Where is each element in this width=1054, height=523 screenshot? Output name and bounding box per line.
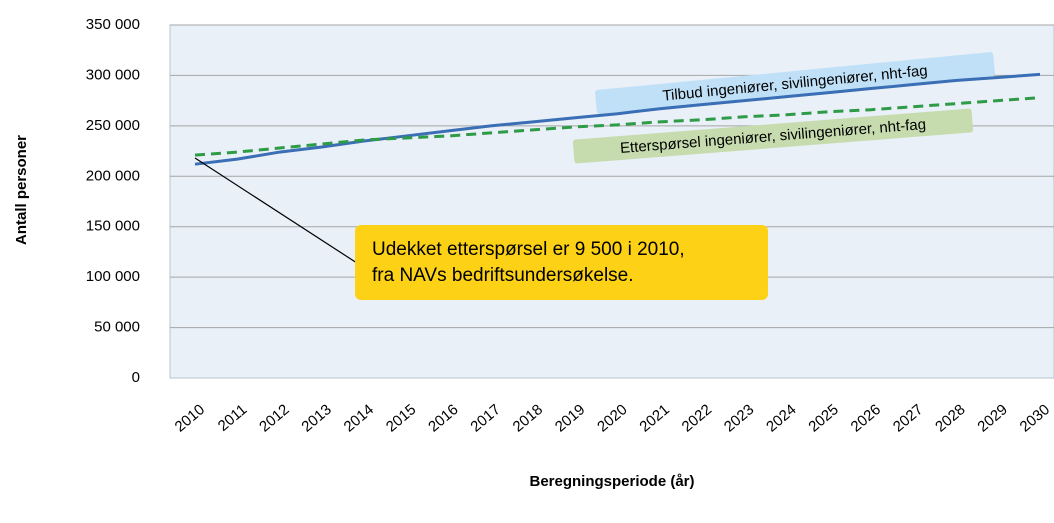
x-tick-label: 2029 xyxy=(974,401,1010,435)
x-tick-label: 2025 xyxy=(805,401,841,435)
x-tick-label: 2019 xyxy=(552,401,588,435)
x-tick-label: 2010 xyxy=(172,401,208,435)
y-tick-label: 200 000 xyxy=(86,167,140,184)
y-tick-label: 350 000 xyxy=(86,16,140,33)
y-tick-label: 50 000 xyxy=(94,319,140,336)
callout-line xyxy=(194,157,361,266)
y-tick-label: 150 000 xyxy=(86,218,140,235)
callout-box xyxy=(355,225,768,300)
y-tick-label: 0 xyxy=(132,369,140,386)
x-tick-label: 2011 xyxy=(215,401,251,435)
y-tick-label: 300 000 xyxy=(86,66,140,83)
series-line xyxy=(194,96,1041,157)
x-tick-label: 2023 xyxy=(721,401,757,435)
x-tick-label: 2018 xyxy=(510,401,546,435)
x-tick-label: 2016 xyxy=(425,401,461,435)
x-axis-title: Beregningsperiode (år) xyxy=(529,473,694,490)
x-tick-label: 2014 xyxy=(341,401,377,435)
x-tick-label: 2022 xyxy=(679,401,715,435)
callout-text: Udekket etterspørsel er 9 500 i 2010, fra… xyxy=(372,239,685,286)
series-line xyxy=(194,72,1041,166)
x-tick-label: 2017 xyxy=(467,401,503,435)
x-tick-label: 2015 xyxy=(383,401,419,435)
y-axis-title: Antall personer xyxy=(13,135,30,245)
x-tick-label: 2024 xyxy=(763,401,799,435)
x-tick-label: 2028 xyxy=(932,401,968,435)
series-label-box xyxy=(572,108,974,164)
x-tick-label: 2021 xyxy=(636,401,672,435)
x-tick-label: 2013 xyxy=(298,401,334,435)
x-tick-label: 2012 xyxy=(256,401,292,435)
y-tick-label: 250 000 xyxy=(86,117,140,134)
y-tick-label: 100 000 xyxy=(86,268,140,285)
x-tick-label: 2027 xyxy=(890,401,926,435)
x-tick-label: 2020 xyxy=(594,401,630,435)
series-label-box xyxy=(595,52,995,114)
x-tick-label: 2026 xyxy=(848,401,884,435)
x-tick-label: 2030 xyxy=(1017,401,1053,435)
